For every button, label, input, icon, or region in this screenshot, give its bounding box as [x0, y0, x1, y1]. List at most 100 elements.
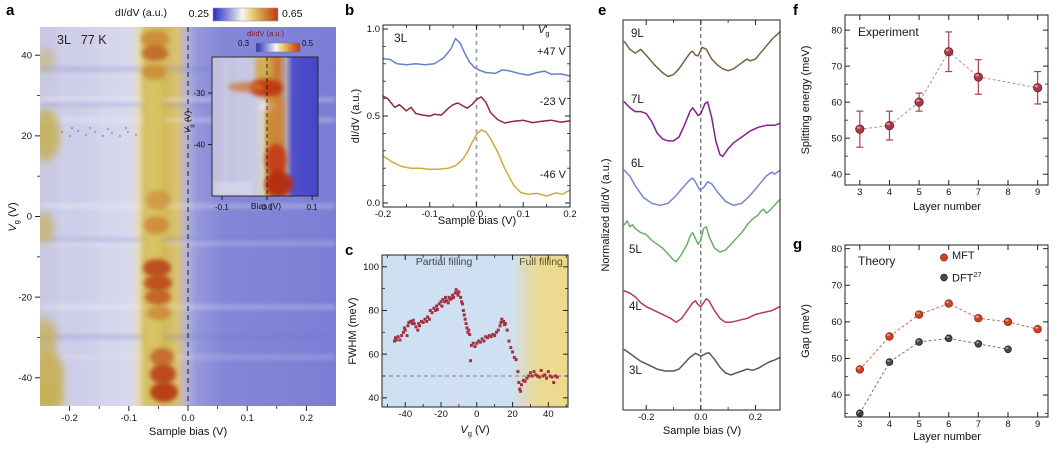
inset-streak: [222, 60, 228, 190]
region-label-full-filling: Full filling: [519, 256, 563, 268]
data-point: [427, 317, 431, 321]
ylabel-sub: g: [12, 220, 22, 225]
marker-highlight: [886, 122, 891, 126]
legend-marker-mft: [940, 253, 948, 262]
data-point: [523, 379, 527, 383]
tick-label: -20: [434, 409, 448, 420]
data-point: [441, 298, 445, 302]
data-point: [914, 97, 924, 107]
data-point: [520, 383, 523, 387]
tick-label: 20: [507, 409, 518, 420]
tick-label: 100: [363, 262, 379, 273]
tick-label: -0.2: [638, 412, 654, 423]
marker-highlight: [915, 99, 920, 102]
hot-spot: [147, 306, 171, 320]
panel-e-layer-spectra: -0.2 0.0 0.2: [622, 19, 781, 423]
data-point: [418, 324, 422, 328]
data-point: [496, 328, 500, 332]
tick-label: 80: [368, 306, 379, 317]
data-point: [1004, 345, 1012, 354]
filling-regions-background: [382, 255, 568, 407]
inset-hot-spot: [265, 144, 287, 176]
marker-highlight: [1034, 326, 1039, 329]
horizontal-streak: [41, 204, 335, 208]
speckle: [84, 133, 88, 137]
inset-ylabel: Vg (V): [183, 111, 196, 134]
data-point: [1033, 83, 1043, 93]
data-point: [478, 340, 482, 344]
data-point: [855, 124, 865, 134]
layer-label-7l: 7L: [631, 94, 644, 106]
ylabel-symbol: V: [6, 224, 19, 232]
data-point: [944, 47, 954, 57]
marker-highlight: [946, 336, 950, 339]
tick-label: 40: [21, 50, 32, 61]
legend-marker-dft: [940, 273, 948, 282]
data-point: [473, 345, 477, 349]
hot-spot: [141, 30, 169, 48]
data-point: [475, 341, 479, 345]
data-point: [498, 324, 502, 328]
hot-spot: [145, 289, 171, 305]
panel-label-g: g: [793, 236, 803, 253]
data-point: [548, 374, 552, 378]
data-point: [469, 359, 473, 363]
panel-e-xlabel: Sample bias (V): [662, 425, 742, 437]
xlabel-unit: (V): [471, 424, 490, 436]
edge-patch: [40, 48, 55, 72]
colorbar-min: 0.25: [188, 8, 209, 20]
tick-label: 70: [831, 61, 842, 72]
speckle: [76, 129, 80, 133]
tick-label: 0.0: [261, 203, 273, 212]
hot-spot: [150, 364, 176, 384]
tick-label: 8: [1005, 187, 1010, 198]
marker-highlight: [886, 359, 890, 362]
data-point: [448, 298, 452, 302]
data-point: [407, 320, 411, 324]
data-point: [543, 373, 547, 377]
data-point: [1003, 317, 1013, 327]
vg-symbol: V: [538, 24, 546, 36]
data-point: [421, 320, 425, 324]
connector-line: [859, 337, 1009, 414]
inset-ylabel-unit: (V): [182, 110, 193, 125]
speckle: [118, 134, 122, 138]
data-point: [534, 373, 538, 377]
data-point: [403, 328, 407, 332]
gate-voltage-group-label: Vg: [538, 24, 550, 38]
data-point: [410, 322, 414, 326]
vg-sub: g: [545, 29, 550, 39]
data-point: [394, 338, 398, 342]
data-point: [493, 334, 497, 338]
panel-g-theory: 3 4 5 6 7 8 9 40 50 60 70 80: [831, 244, 1049, 430]
tick-label: 40: [543, 409, 554, 420]
tick-label: 5: [916, 187, 921, 198]
inset-colorbar-max: 0.5: [302, 39, 314, 48]
tick-label: 0.0: [470, 209, 483, 220]
data-point: [553, 374, 557, 378]
tick-label: 0.1: [307, 203, 319, 212]
data-point: [491, 332, 495, 336]
data-point: [855, 365, 865, 374]
tick-label: -20: [18, 292, 32, 303]
panel-g-xlabel: Layer number: [913, 431, 981, 443]
layer-label-6l: 6L: [631, 158, 644, 170]
curve: [623, 30, 781, 78]
data-point: [536, 374, 540, 378]
data-point: [451, 293, 455, 297]
curve: [623, 101, 781, 158]
data-point: [494, 330, 498, 334]
marker-highlight: [1005, 346, 1009, 350]
tick-label: 4: [887, 419, 892, 430]
data-point: [460, 300, 464, 304]
curve: [623, 348, 781, 376]
data-point: [456, 293, 460, 297]
data-point: [974, 340, 983, 348]
data-point: [546, 370, 550, 374]
speckle: [60, 130, 64, 134]
tick-label: 0.5: [367, 111, 380, 122]
colorbar-max: 0.65: [282, 8, 303, 20]
data-point: [434, 308, 438, 312]
colorbar: [212, 7, 279, 22]
tick-label: 6: [946, 419, 951, 430]
